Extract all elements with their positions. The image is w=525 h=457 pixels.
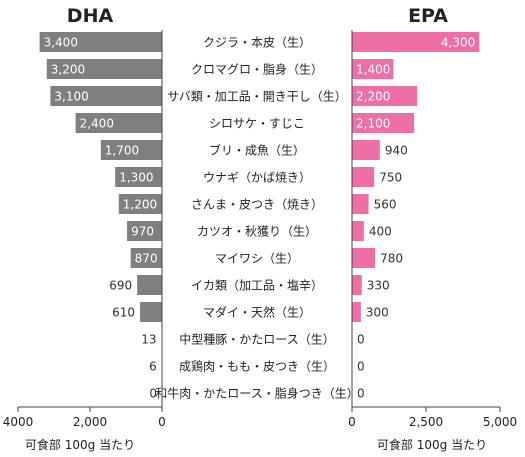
dha-value-label: 870 [135,252,158,266]
dha-bar [130,248,162,268]
dha-value-label: 970 [131,225,154,239]
dha-tick-label: 4000 [3,415,34,429]
category-label: さんま・皮つき（焼き） [191,198,323,212]
category-label: カツオ・秋獲り（生） [197,225,317,239]
category-label: クロマグロ・脂身（生） [191,62,323,77]
epa-title: EPA [408,5,448,27]
epa-tick-label: 2,500 [409,415,443,429]
dha-bar [46,59,162,79]
category-label: ウナギ（かば焼き） [203,171,311,185]
dha-value-label: 610 [112,306,135,320]
dha-value-label: 6 [149,360,157,374]
epa-tick-group: 0 2,500 5,000 [348,407,517,429]
dha-value-label: 2,400 [80,117,114,131]
epa-value-label: 4,300 [441,36,475,50]
epa-bar [352,167,375,187]
epa-bar [352,86,418,106]
epa-value-label: 2,200 [356,90,390,104]
dha-tick-label: 2,000 [73,415,107,429]
category-label: シロサケ・すじこ [209,117,305,131]
epa-value-label: 300 [366,306,389,320]
epa-value-label: 0 [357,387,365,401]
dha-value-label: 3,200 [51,63,85,77]
dha-value-label: 1,200 [123,198,157,212]
category-label-group: クジラ・本皮（生） クロマグロ・脂身（生） サバ類・加工品・開き干し（生） シロサケ・… [155,36,358,401]
epa-tick-label: 5,000 [483,415,517,429]
category-label: ブリ・成魚（生） [209,143,305,158]
dha-bar [137,275,162,295]
category-label: マイワシ（生） [215,252,299,266]
epa-bar [352,302,361,322]
dha-bar [100,140,162,160]
epa-value-label: 780 [380,252,403,266]
dha-tick-group: 4000 2,000 0 [3,407,166,429]
dha-x-axis-label: 可食部 100g 当たり [25,437,135,452]
dha-value-label: 0 [149,387,157,401]
epa-bar [352,140,380,160]
category-label: イカ類（加工品・塩辛） [191,278,323,293]
dha-value-label: 3,400 [44,36,78,50]
epa-value-label: 940 [385,144,408,158]
category-label: 成鶏肉・もも・皮つき（生） [179,360,335,374]
dha-bar [75,113,162,133]
dha-bar [140,302,162,322]
dha-bar [50,86,162,106]
dha-bar [127,221,162,241]
dha-bar [118,194,162,214]
epa-value-label: 400 [369,225,392,239]
epa-bar [352,221,364,241]
epa-value-label: 0 [357,333,365,347]
epa-value-label: 560 [374,198,397,212]
dha-tick-label: 0 [158,415,166,429]
epa-bar [352,194,369,214]
dha-bar [115,167,162,187]
dha-value-label: 1,300 [119,171,153,185]
dha-value-label: 690 [109,279,132,293]
epa-bar [352,59,394,79]
epa-tick-label: 0 [348,415,356,429]
epa-value-label: 1,400 [356,63,390,77]
epa-x-axis-label: 可食部 100g 当たり [377,437,487,452]
category-label: 和牛肉・かたロース・脂身つき（生） [155,386,358,401]
epa-bar [352,32,480,52]
dha-title: DHA [67,5,114,27]
dha-bar-group: 3,400 3,200 3,100 2,400 1,700 1,300 1,200 970 87… [39,32,162,401]
epa-bar [352,113,415,133]
category-label: クジラ・本皮（生） [203,36,311,50]
category-label: マダイ・天然（生） [203,305,311,320]
epa-value-label: 750 [379,171,402,185]
category-label: サバ類・加工品・開き干し（生） [167,90,347,104]
dha-bar [39,32,162,52]
category-label: 中型種豚・かたロース（生） [179,332,334,347]
epa-value-label: 0 [357,360,365,374]
dha-value-label: 13 [141,333,156,347]
dha-value-label: 3,100 [54,90,88,104]
epa-bar [352,275,362,295]
epa-bar-group: 4,300 1,400 2,200 2,100 940 750 560 400 780 330 30… [352,32,480,401]
epa-bar [352,248,376,268]
epa-value-label: 2,100 [356,117,390,131]
epa-value-label: 330 [367,279,390,293]
dha-value-label: 1,700 [105,144,139,158]
